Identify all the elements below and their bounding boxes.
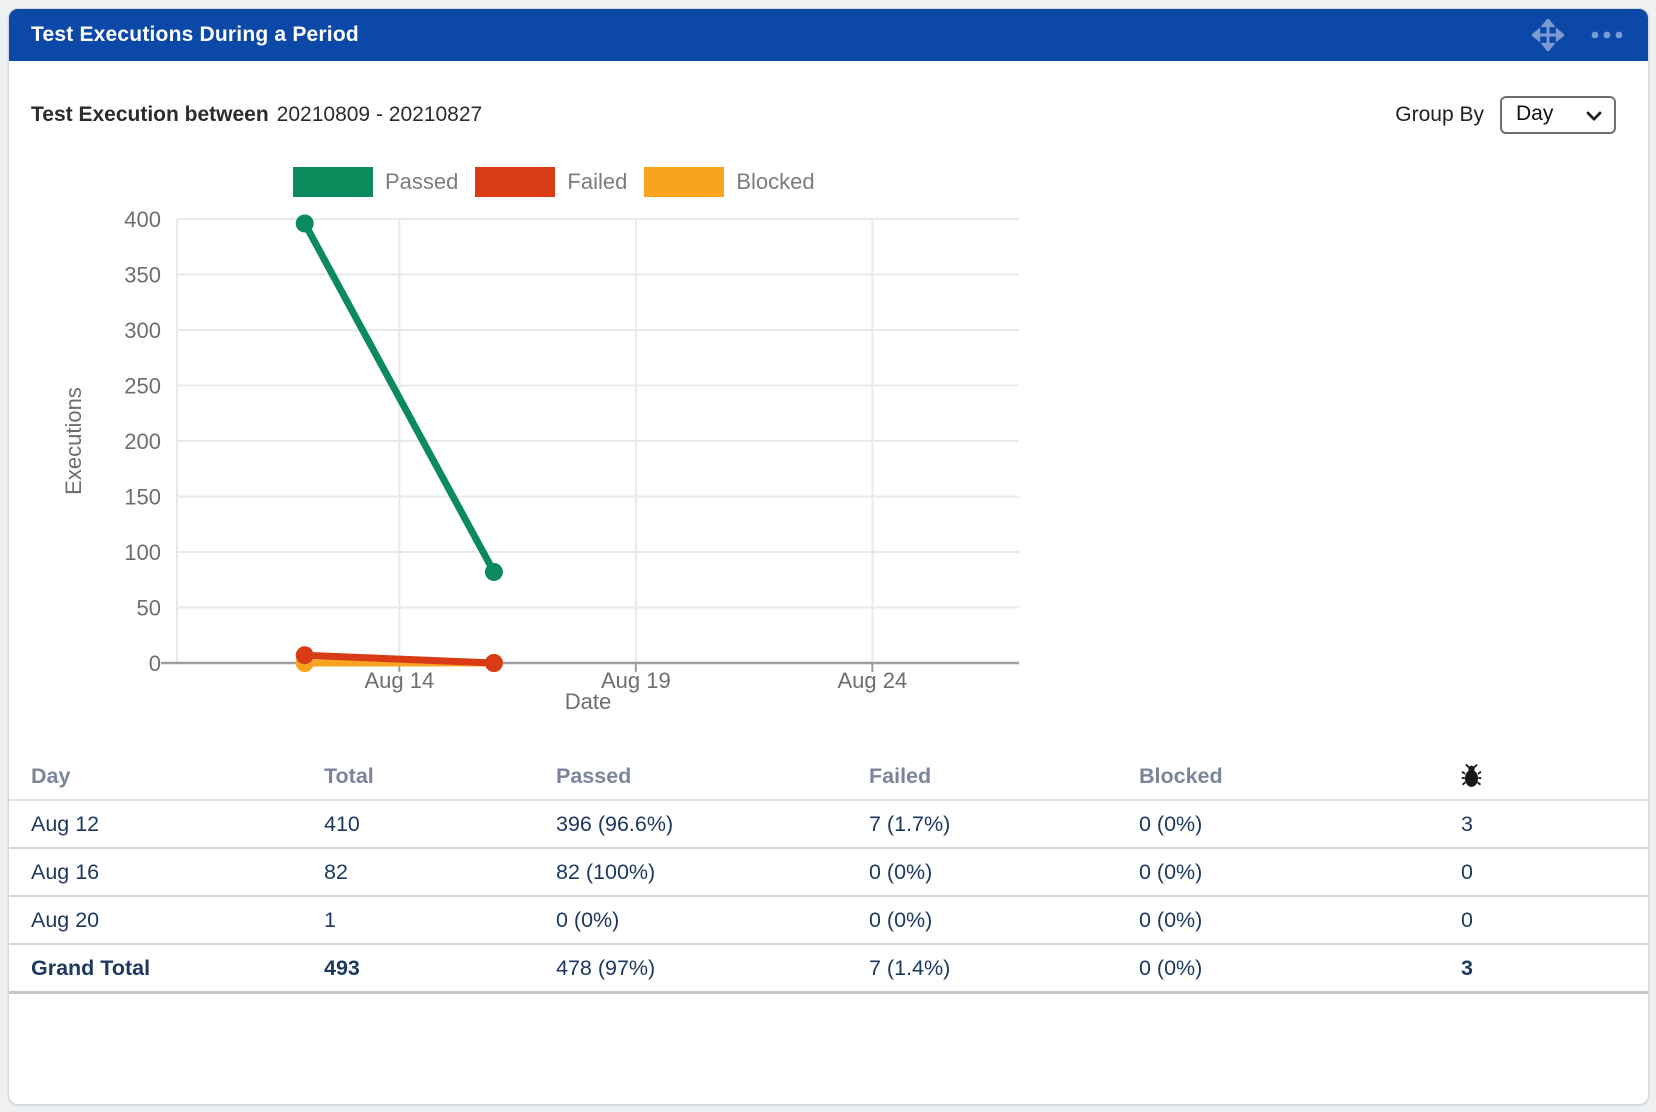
y-tick-label: 400 (124, 207, 161, 232)
subtitle-label: Test Execution between (31, 103, 269, 126)
chart-legend: Passed Failed Blocked (293, 167, 832, 197)
group-by-select[interactable]: Day (1500, 96, 1616, 134)
table-cell: 493 (324, 944, 556, 994)
table-cell: 0 (1459, 896, 1648, 945)
column-header-defects (1459, 753, 1648, 801)
chart-subtitle: Test Execution between 20210809 - 2021082… (31, 103, 482, 127)
series-line-failed (301, 651, 498, 667)
chevron-down-icon (1586, 111, 1602, 121)
table-cell: 478 (97%) (556, 944, 869, 994)
y-tick-label: 250 (124, 374, 161, 399)
table-cell: 7 (1.4%) (869, 944, 1139, 994)
move-icon[interactable] (1532, 19, 1564, 51)
x-tick-label: Aug 14 (364, 668, 434, 693)
table-cell: 0 (0%) (869, 848, 1139, 897)
table-cell: Aug 20 (9, 896, 324, 945)
y-tick-label: 300 (124, 318, 161, 343)
table-cell: 396 (96.6%) (556, 800, 869, 849)
table-row: Aug 16 82 82 (100%) 0 (0%) 0 (0%) 0 (9, 848, 1648, 897)
table-cell: 0 (1459, 848, 1648, 897)
legend-swatch (293, 167, 373, 197)
table-cell: 0 (0%) (1139, 944, 1459, 994)
grand-total-row: Grand Total 493 478 (97%) 7 (1.4%) 0 (0%) 3 (9, 944, 1648, 994)
executions-chart: Passed Failed Blocked 0 50 100 150 200 250 300 35… (9, 155, 1648, 743)
gadget-title: Test Executions During a Period (31, 23, 359, 46)
data-point-failed (484, 654, 503, 672)
y-tick-label: 350 (124, 263, 161, 288)
data-point-failed (295, 646, 314, 665)
subtitle-date-range: 20210809 - 20210827 (276, 103, 483, 126)
table-row: Aug 12 410 396 (96.6%) 7 (1.7%) 0 (0%) 3 (9, 800, 1648, 849)
more-options-icon[interactable] (1590, 30, 1624, 40)
column-header-blocked: Blocked (1139, 753, 1459, 801)
legend-swatch (644, 167, 725, 197)
gadget-header: Test Executions During a Period (9, 9, 1648, 61)
data-point-passed (295, 214, 314, 233)
y-tick-label: 200 (124, 429, 161, 454)
table-cell: 7 (1.7%) (869, 800, 1139, 849)
group-by-label: Group By (1395, 103, 1484, 126)
x-tick-label: Aug 24 (837, 668, 907, 693)
y-tick-label: 100 (124, 540, 161, 565)
legend-label: Failed (567, 169, 628, 194)
legend-item-blocked: Blocked (644, 167, 831, 197)
y-tick-label: 150 (124, 485, 161, 510)
column-header-passed: Passed (556, 753, 869, 801)
table-cell: 1 (324, 896, 556, 945)
series-line-passed (301, 219, 498, 576)
table-row: Aug 20 1 0 (0%) 0 (0%) 0 (0%) 0 (9, 896, 1648, 945)
bug-icon (1461, 763, 1482, 788)
table-cell: 0 (0%) (1139, 800, 1459, 849)
line-chart-canvas[interactable]: 0 50 100 150 200 250 300 350 400 Aug 14 Aug 19 Aug … (9, 187, 1069, 727)
chart-toolbar: Test Execution between 20210809 - 2021082… (9, 93, 1648, 137)
table-cell: 82 (324, 848, 556, 897)
x-tick-label: Aug 19 (601, 668, 671, 693)
table-cell: 410 (324, 800, 556, 849)
legend-item-failed: Failed (475, 167, 644, 197)
table-cell: 0 (0%) (556, 896, 869, 945)
table-header: Day Total Passed Failed Blocked (9, 753, 1648, 801)
gadget-card: Test Executions During a Period T (8, 8, 1649, 1105)
table-cell: Grand Total (9, 944, 324, 994)
column-header-total: Total (324, 753, 556, 801)
legend-item-passed: Passed (293, 167, 475, 197)
column-header-day: Day (9, 753, 324, 801)
legend-label: Blocked (736, 169, 815, 194)
legend-swatch (475, 167, 556, 197)
data-point-passed (484, 562, 503, 581)
table-cell: 82 (100%) (556, 848, 869, 897)
table-cell: 0 (0%) (1139, 896, 1459, 945)
table-cell: Aug 16 (9, 848, 324, 897)
table-cell: 3 (1459, 944, 1648, 994)
table-cell: 0 (0%) (1139, 848, 1459, 897)
column-header-failed: Failed (869, 753, 1139, 801)
y-tick-label: 0 (149, 651, 161, 676)
group-by-value: Day (1516, 102, 1554, 125)
executions-summary-table: Day Total Passed Failed Blocked Aug 12 410 396… (9, 753, 1648, 994)
legend-label: Passed (385, 169, 459, 194)
table-cell: 3 (1459, 800, 1648, 849)
y-axis-title: Executions (61, 387, 86, 495)
table-cell: Aug 12 (9, 800, 324, 849)
x-axis-title: Date (565, 689, 611, 714)
y-tick-label: 50 (137, 596, 161, 621)
table-cell: 0 (0%) (869, 896, 1139, 945)
